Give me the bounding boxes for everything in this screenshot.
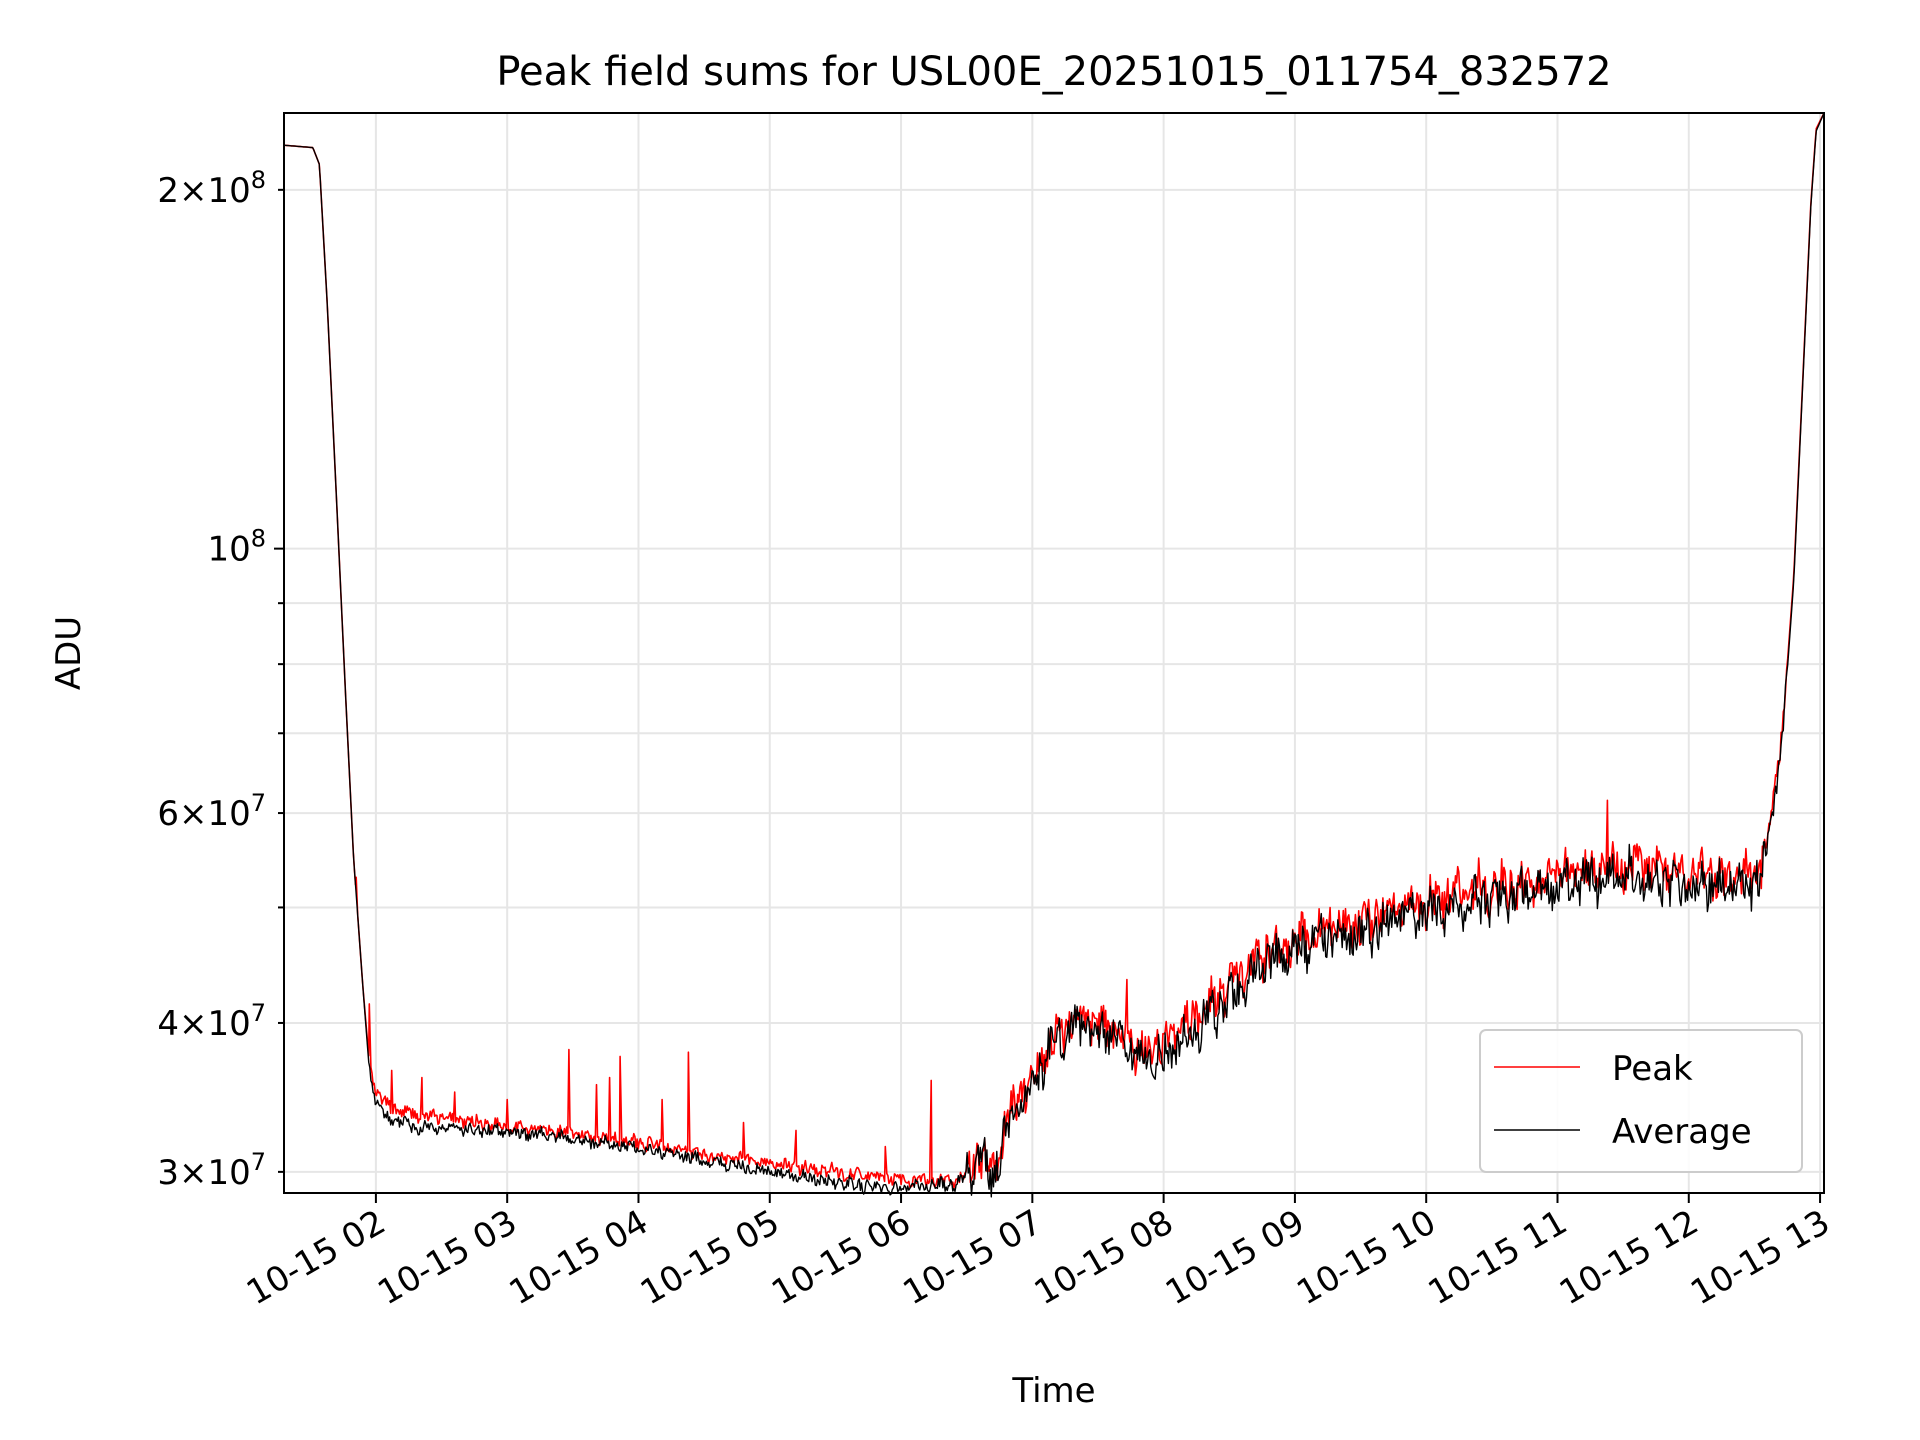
- legend: Peak Average: [1479, 1029, 1803, 1173]
- y-tick-label-base: 6×10: [157, 794, 250, 834]
- y-tick-label-exponent: 7: [251, 999, 266, 1027]
- y-tick-label: 4×107: [157, 999, 266, 1044]
- y-tick-label-base: 4×10: [157, 1004, 250, 1044]
- y-axis-label: ADU: [49, 616, 89, 690]
- y-tick-label-base: 3×10: [157, 1153, 250, 1193]
- x-axis-label: Time: [1011, 1371, 1095, 1411]
- chart-title: Peak field sums for USL00E_20251015_0117…: [496, 49, 1611, 95]
- y-tick-label-exponent: 7: [251, 789, 266, 817]
- series-line-average: [283, 112, 1825, 1198]
- y-tick-label-base: 10: [207, 530, 250, 570]
- legend-label-average: Average: [1612, 1112, 1752, 1152]
- y-tick-label: 6×107: [157, 789, 266, 834]
- y-tick-label: 3×107: [157, 1148, 266, 1193]
- y-tick-label-exponent: 7: [251, 1148, 266, 1176]
- plot-area: [284, 113, 1824, 1193]
- legend-box: [1479, 1029, 1803, 1173]
- y-tick-label: 108: [207, 525, 266, 570]
- y-tick-label-exponent: 8: [251, 525, 266, 553]
- axes-frame: [283, 112, 1825, 1194]
- legend-label-peak: Peak: [1612, 1049, 1693, 1089]
- series-layer: [283, 112, 1825, 1198]
- y-tick-label-exponent: 8: [251, 166, 266, 194]
- grid: [284, 113, 1824, 1193]
- y-tick-label: 2×108: [157, 166, 266, 211]
- y-tick-label-base: 2×10: [157, 171, 250, 211]
